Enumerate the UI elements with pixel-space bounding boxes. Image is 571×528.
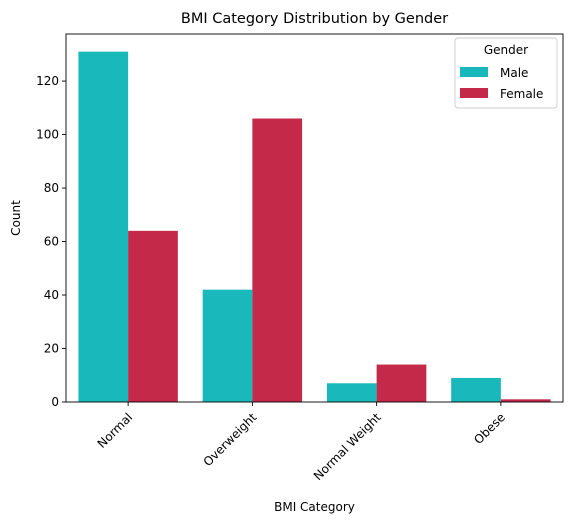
x-tick-label: Normal [95,410,136,451]
bars-group [78,51,551,403]
x-tick-label: Overweight [201,410,260,469]
legend-swatch-male [460,67,488,77]
bar-male-obese [451,377,501,402]
y-tick-label: 20 [44,342,59,356]
legend-title: Gender [484,43,528,57]
bar-female-normal [128,230,178,402]
legend: Gender Male Female [454,37,558,109]
y-tick-label: 40 [44,288,59,302]
plot-frame [65,33,564,403]
y-axis: 0 20 40 60 80 100 120 [36,74,66,409]
bar-female-normal-weight [376,364,427,402]
x-axis: Normal Overweight Normal Weight Obese [95,402,508,483]
bar-male-overweight [202,289,253,402]
y-tick-label: 80 [44,181,59,195]
y-axis-label: Count [9,200,23,236]
legend-label-female: Female [500,87,543,101]
x-tick-label: Obese [471,410,508,447]
legend-label-male: Male [500,66,528,80]
x-axis-label: BMI Category [274,500,355,514]
y-tick-label: 60 [44,235,59,249]
y-tick-label: 120 [36,74,59,88]
bar-male-normal-weight [326,383,377,402]
legend-swatch-female [460,88,488,98]
y-tick-label: 100 [36,128,59,142]
chart-title: BMI Category Distribution by Gender [181,11,448,27]
bar-female-overweight [252,118,303,402]
bar-female-obese [500,399,551,402]
y-tick-label: 0 [51,395,59,409]
bar-male-normal [78,51,129,403]
x-tick-label: Normal Weight [311,410,384,483]
